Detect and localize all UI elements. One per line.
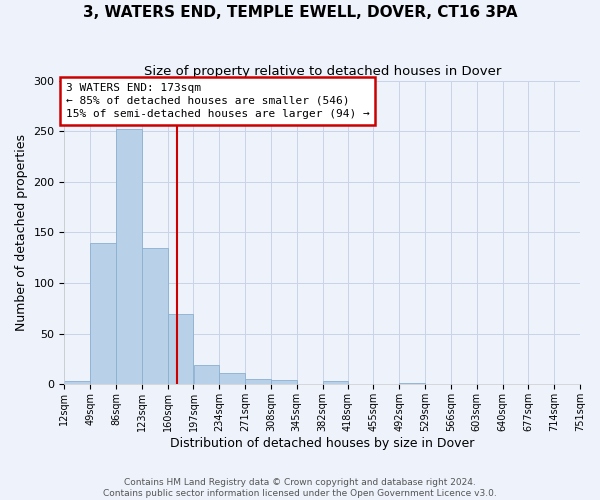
Bar bbox=[142, 248, 167, 384]
Bar bbox=[168, 314, 193, 384]
Bar bbox=[220, 374, 245, 384]
Bar bbox=[194, 365, 219, 384]
Text: Contains HM Land Registry data © Crown copyright and database right 2024.
Contai: Contains HM Land Registry data © Crown c… bbox=[103, 478, 497, 498]
Bar bbox=[116, 129, 142, 384]
Title: Size of property relative to detached houses in Dover: Size of property relative to detached ho… bbox=[143, 65, 501, 78]
Bar bbox=[90, 242, 116, 384]
Y-axis label: Number of detached properties: Number of detached properties bbox=[15, 134, 28, 331]
Bar bbox=[271, 380, 296, 384]
Text: 3 WATERS END: 173sqm
← 85% of detached houses are smaller (546)
15% of semi-deta: 3 WATERS END: 173sqm ← 85% of detached h… bbox=[66, 82, 370, 119]
Bar bbox=[64, 382, 90, 384]
Bar bbox=[323, 382, 349, 384]
Bar bbox=[245, 380, 271, 384]
Text: 3, WATERS END, TEMPLE EWELL, DOVER, CT16 3PA: 3, WATERS END, TEMPLE EWELL, DOVER, CT16… bbox=[83, 5, 517, 20]
X-axis label: Distribution of detached houses by size in Dover: Distribution of detached houses by size … bbox=[170, 437, 475, 450]
